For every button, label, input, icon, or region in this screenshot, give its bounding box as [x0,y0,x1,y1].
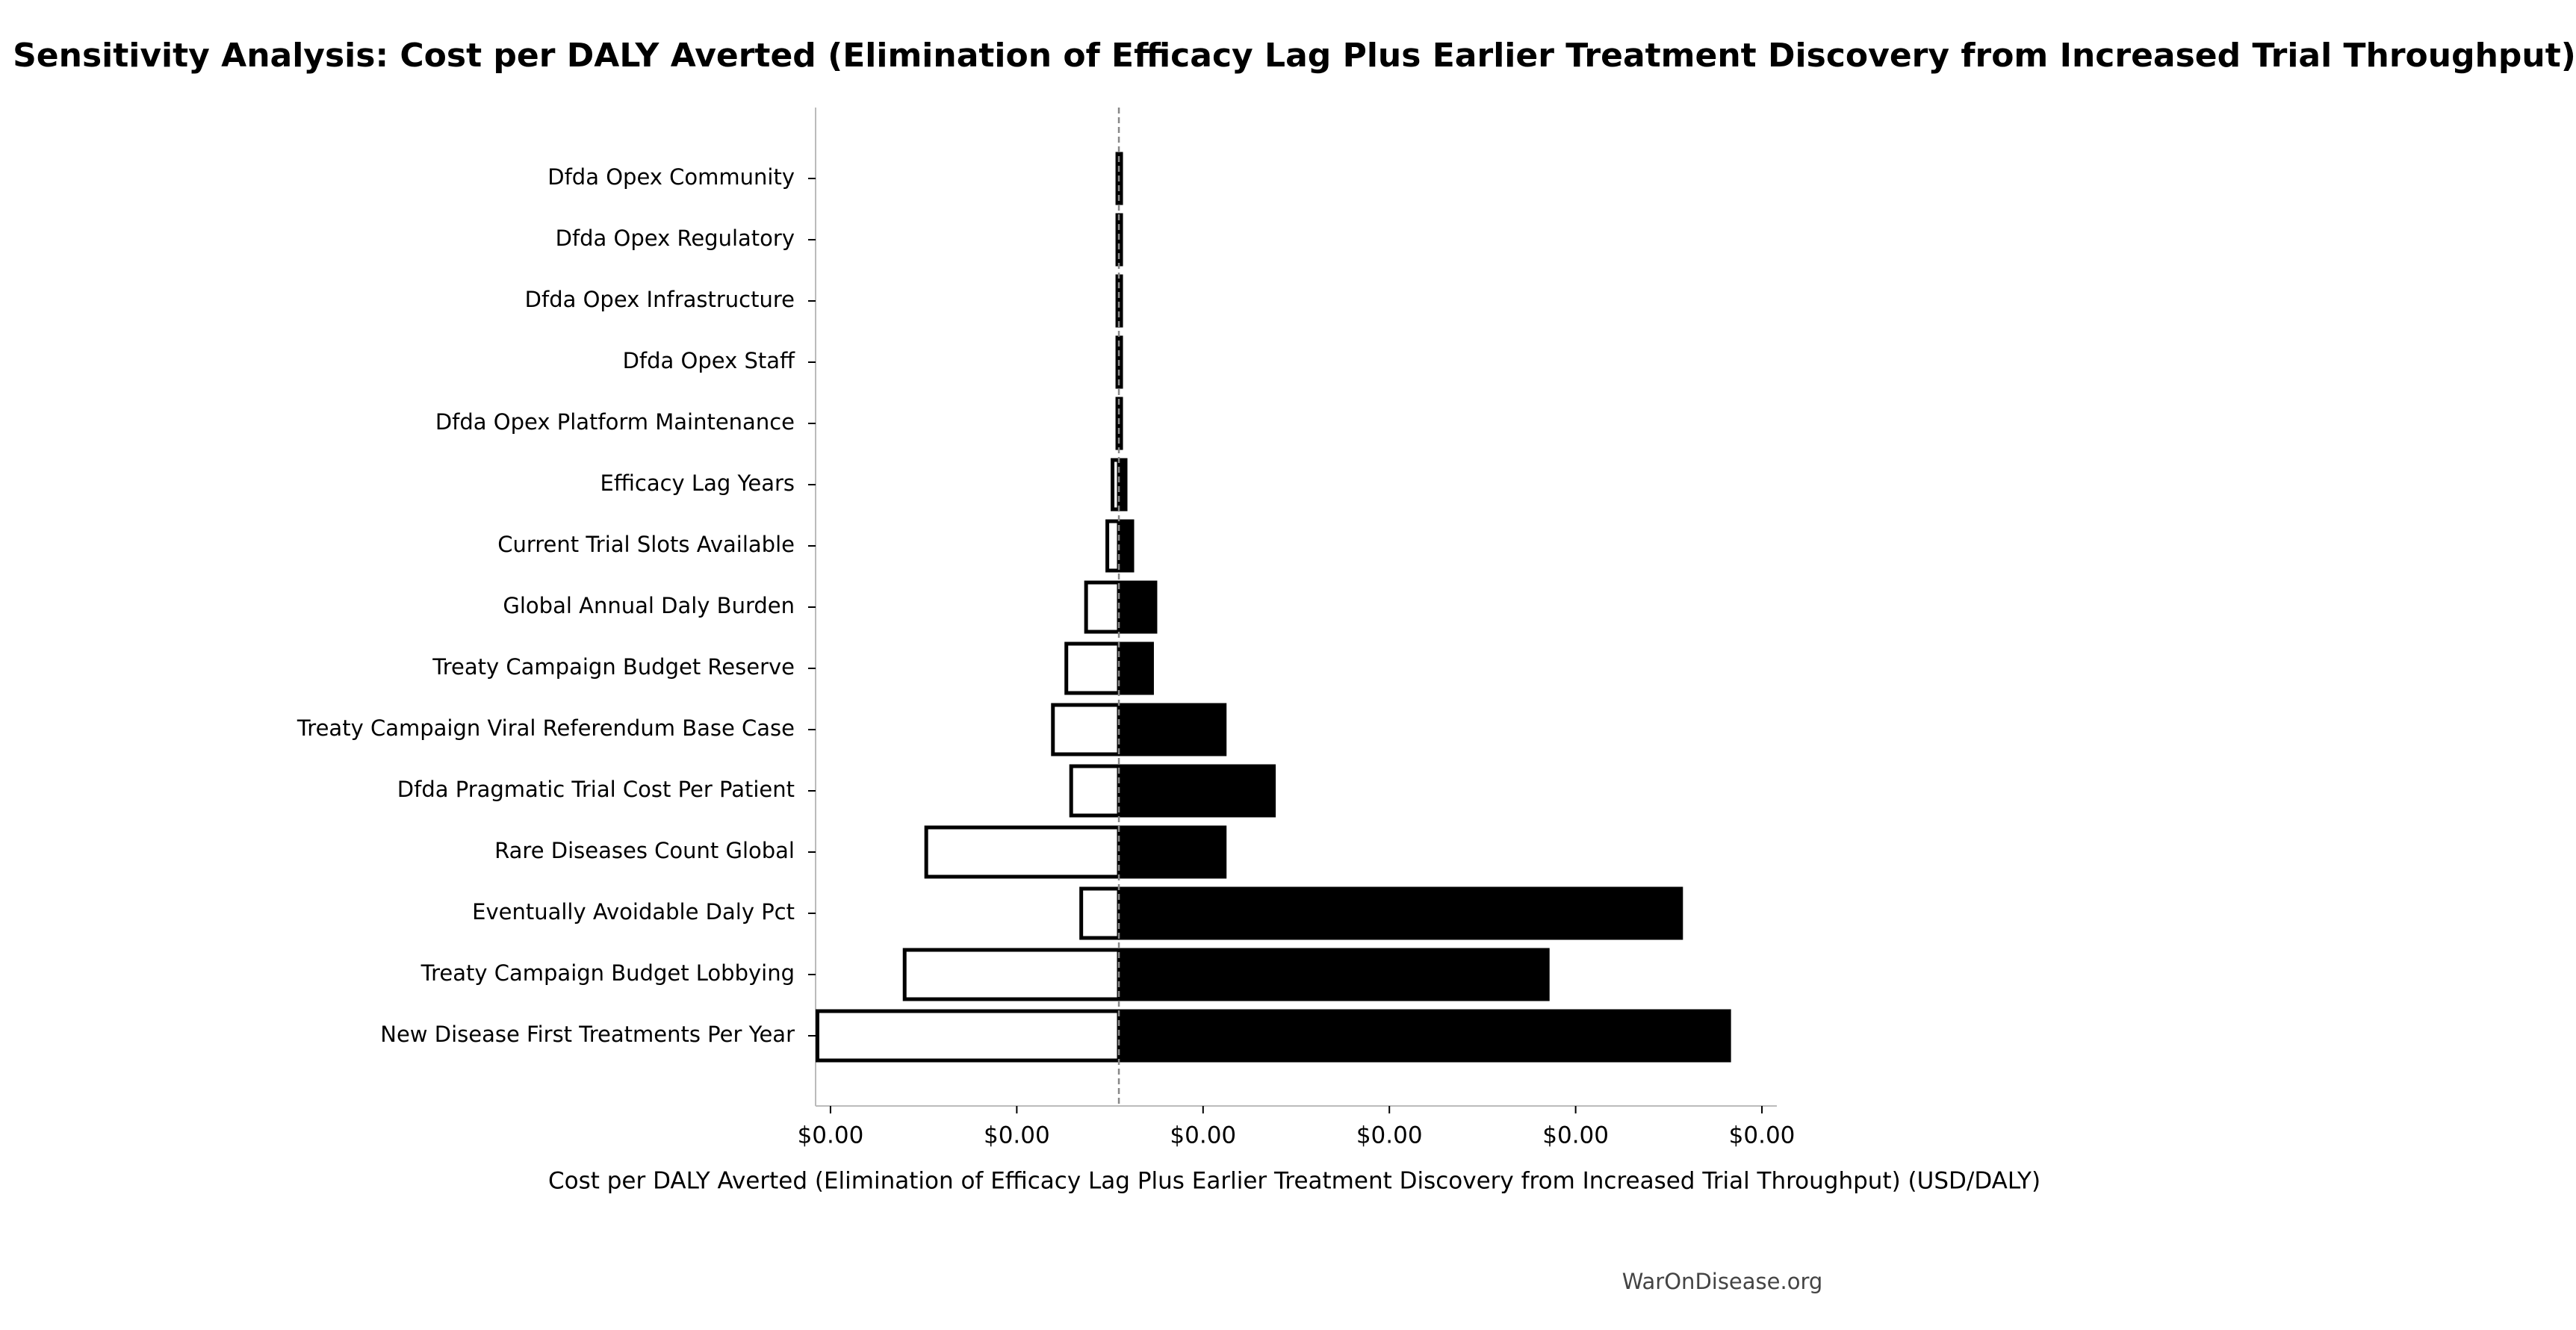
bar [1117,274,1123,328]
y-tick-label: Treaty Campaign Viral Referendum Base Ca… [297,715,795,741]
y-tick-label: Dfda Opex Community [547,164,795,190]
y-tick-label: New Disease First Treatments Per Year [380,1022,795,1047]
x-tick-label: $0.00 [1542,1122,1609,1149]
y-tick-label: Dfda Opex Platform Maintenance [435,409,795,435]
bar [924,825,1121,879]
bar [1069,764,1121,818]
bar [1117,764,1276,818]
x-tick-label: $0.00 [984,1122,1050,1149]
y-tick-label: Dfda Opex Infrastructure [525,287,795,312]
bar [1117,825,1227,879]
bar [902,948,1121,1001]
bar [815,1009,1121,1063]
x-tick-label: $0.00 [1356,1122,1423,1149]
bar [1117,458,1128,512]
x-tick-label: $0.00 [1729,1122,1796,1149]
footer: WarOnDisease.org [1622,1269,1823,1294]
y-tick-label: Treaty Campaign Budget Lobbying [420,960,795,986]
bar [1064,641,1121,695]
bar [1117,519,1135,573]
x-tick-label: $0.00 [798,1122,864,1149]
chart-title: Sensitivity Analysis: Cost per DALY Aver… [13,37,2576,75]
y-tick-label: Dfda Opex Regulatory [556,226,795,251]
bar [1051,703,1121,756]
y-tick-label: Dfda Pragmatic Trial Cost Per Patient [397,777,795,802]
bar [1117,886,1683,940]
y-tick-label: Efficacy Lag Years [600,470,795,496]
y-tick-label: Eventually Avoidable Daly Pct [472,899,795,925]
x-axis-label: Cost per DALY Averted (Elimination of Ef… [548,1168,2040,1195]
y-tick-label: Treaty Campaign Budget Reserve [432,654,795,680]
y-tick-label: Current Trial Slots Available [497,532,795,557]
y-tick-label: Dfda Opex Staff [623,348,795,373]
y-tick-label: Global Annual Daly Burden [503,593,795,618]
y-tick-label: Rare Diseases Count Global [494,838,795,863]
bar [1117,948,1550,1001]
bar [1117,641,1154,695]
bar [1084,580,1121,634]
bar [1079,886,1121,940]
bar [1117,703,1227,756]
x-tick-label: $0.00 [1170,1122,1236,1149]
bar [1117,1009,1731,1063]
bar [1117,580,1158,634]
